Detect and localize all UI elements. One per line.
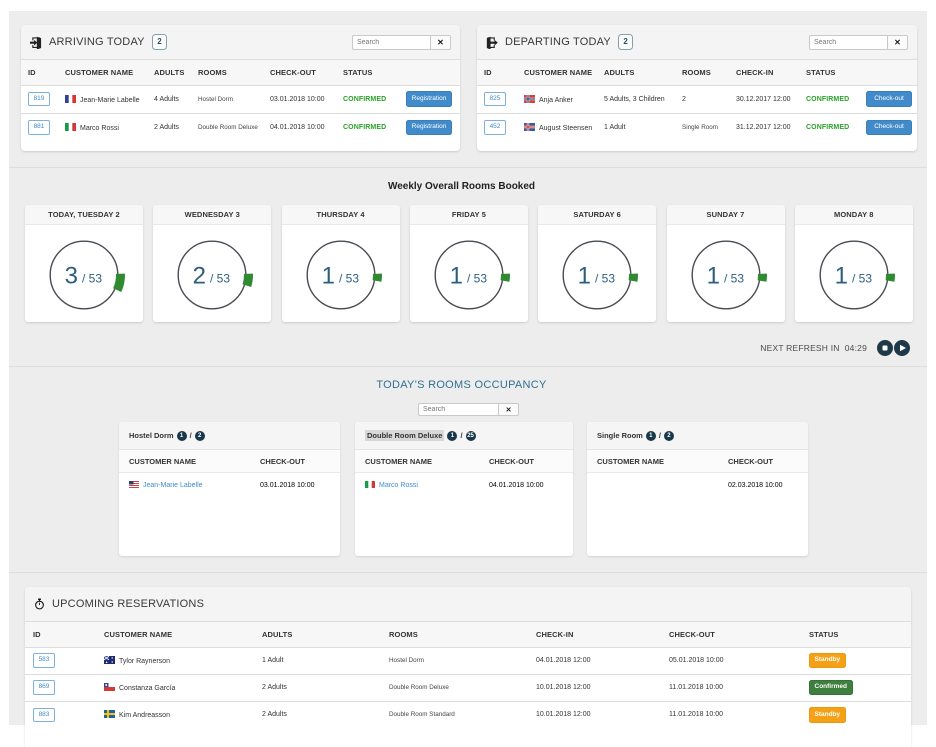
svg-text:1: 1 (834, 263, 847, 290)
svg-text:3: 3 (65, 263, 78, 290)
svg-text:/ 53: / 53 (595, 272, 615, 286)
svg-text:/ 53: / 53 (852, 272, 872, 286)
svg-text:1: 1 (450, 263, 463, 290)
svg-text:1: 1 (706, 263, 719, 290)
svg-text:/ 53: / 53 (467, 272, 487, 286)
svg-text:/ 53: / 53 (724, 272, 744, 286)
svg-text:/ 53: / 53 (210, 272, 230, 286)
svg-text:/ 53: / 53 (82, 272, 102, 286)
svg-text:2: 2 (193, 263, 206, 290)
svg-text:/ 53: / 53 (339, 272, 359, 286)
svg-text:1: 1 (578, 263, 591, 290)
svg-text:1: 1 (321, 263, 334, 290)
